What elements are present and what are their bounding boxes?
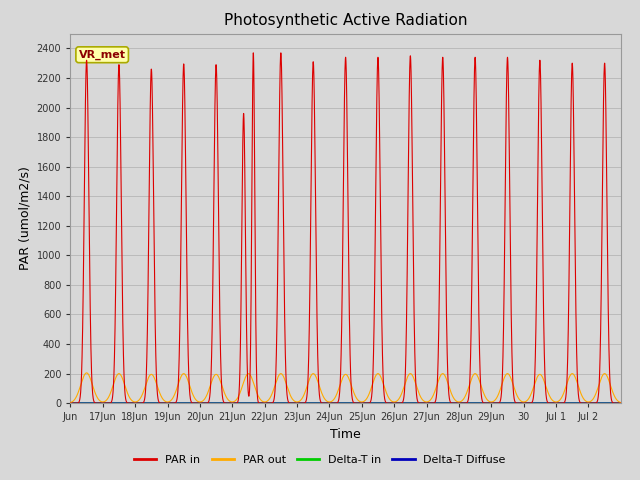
Y-axis label: PAR (umol/m2/s): PAR (umol/m2/s) [18,167,31,270]
Legend: PAR in, PAR out, Delta-T in, Delta-T Diffuse: PAR in, PAR out, Delta-T in, Delta-T Dif… [130,451,510,469]
X-axis label: Time: Time [330,428,361,441]
Title: Photosynthetic Active Radiation: Photosynthetic Active Radiation [224,13,467,28]
Text: VR_met: VR_met [79,49,125,60]
